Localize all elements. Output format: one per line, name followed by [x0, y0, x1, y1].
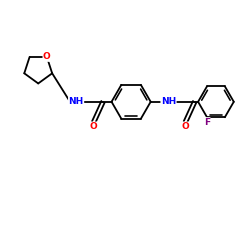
- Text: O: O: [43, 52, 51, 62]
- Text: NH: NH: [161, 97, 176, 106]
- Text: NH: NH: [68, 97, 84, 106]
- Text: F: F: [204, 118, 210, 126]
- Text: O: O: [181, 122, 189, 131]
- Text: O: O: [89, 122, 97, 131]
